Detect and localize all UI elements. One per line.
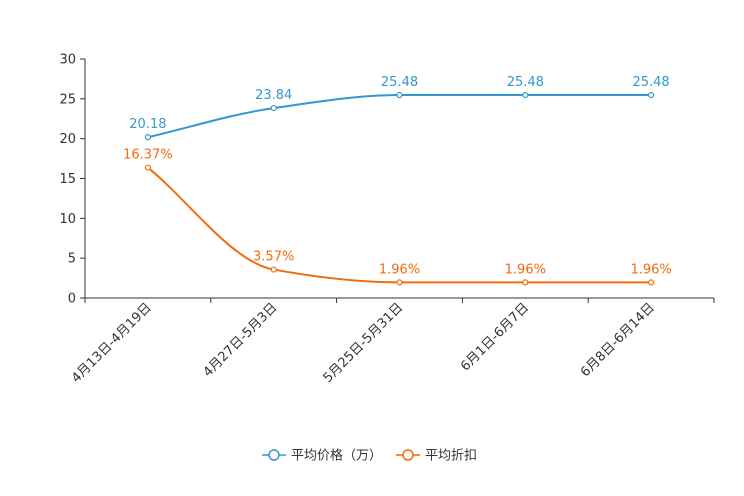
data-point [396,91,403,99]
series-2: 16.37% 3.57% 1.96% 1.96% 1.96% [123,148,672,286]
data-label: 1.96% [630,262,671,277]
y-tick-label: 0 [68,292,76,307]
data-label: 16.37% [123,148,173,163]
y-tick-label: 25 [59,92,76,107]
legend-marker-icon [402,449,414,461]
data-point [522,91,529,99]
legend-marker-icon [268,449,280,461]
data-label: 1.96% [379,262,420,277]
data-label: 3.57% [253,250,294,265]
legend-item-1: 平均价格（万） [262,448,382,464]
data-label: 25.48 [507,75,544,90]
x-tick-label: 6月1日-6月7日 [458,300,532,374]
series-line [147,94,652,139]
y-tick-label: 30 [59,53,76,68]
plot-area: 20.18 23.84 25.48 25.48 25.48 16.37% 3.57% 1.96… [123,75,672,286]
x-tick-label: 6月8日-6月14日 [578,300,658,380]
data-point [270,266,277,273]
data-point [396,279,403,286]
axes: 0 5 10 15 20 25 30 4月13日-4月19日 4月27日-5月3日 5月25日-5… [59,53,715,386]
series-1: 20.18 23.84 25.48 25.48 25.48 [129,75,670,141]
x-tick-label: 4月13日-4月19日 [69,300,155,386]
data-point [647,91,655,99]
data-label: 25.48 [632,75,669,90]
data-point [522,279,529,286]
data-point [647,279,655,286]
data-label: 1.96% [505,262,546,277]
y-tick-label: 10 [59,212,76,227]
data-point [144,164,151,171]
y-tick-label: 20 [59,132,76,147]
data-label: 23.84 [255,88,292,103]
y-tick-label: 5 [68,252,76,267]
y-tick-label: 15 [59,172,76,187]
data-point [144,134,151,141]
legend-item-2: 平均折扣 [396,449,477,464]
legend: 平均价格（万） 平均折扣 [262,448,477,464]
x-tick-label: 5月25日-5月31日 [321,300,407,386]
legend-label: 平均折扣 [425,449,477,464]
data-label: 25.48 [381,75,418,90]
x-tick-label: 4月27日-5月3日 [201,300,281,380]
legend-label: 平均价格（万） [291,448,382,464]
data-label: 20.18 [129,117,166,132]
data-point [270,104,277,112]
